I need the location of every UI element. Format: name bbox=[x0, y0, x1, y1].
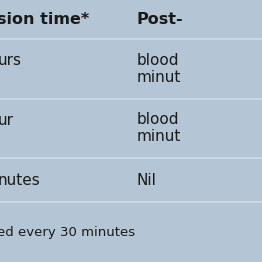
Text: ed every 30 minutes: ed every 30 minutes bbox=[0, 226, 135, 239]
Text: nutes: nutes bbox=[0, 173, 40, 188]
Text: ur: ur bbox=[0, 113, 13, 128]
Text: blood: blood bbox=[136, 112, 179, 127]
Text: minut: minut bbox=[136, 70, 181, 85]
Text: sion time*: sion time* bbox=[0, 12, 90, 27]
Text: Nil: Nil bbox=[136, 173, 156, 188]
Text: Post-: Post- bbox=[136, 12, 183, 27]
Text: minut: minut bbox=[136, 129, 181, 144]
Text: blood: blood bbox=[136, 53, 179, 68]
Text: urs: urs bbox=[0, 53, 21, 68]
